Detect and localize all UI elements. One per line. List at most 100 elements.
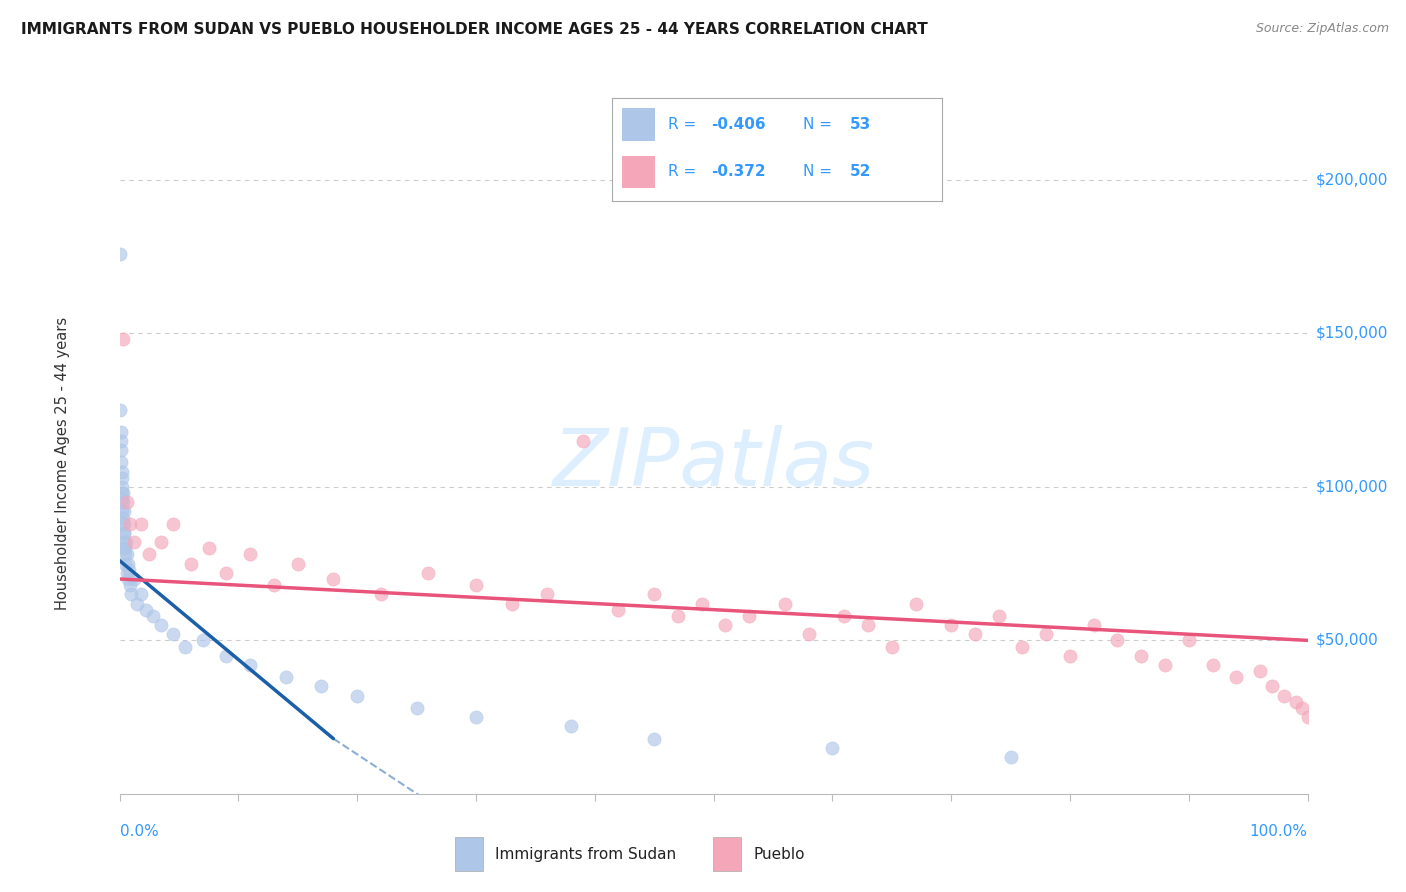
Point <box>1154 657 1177 672</box>
Point <box>1261 680 1284 694</box>
Point <box>418 566 440 580</box>
Point <box>643 587 665 601</box>
Point <box>1000 750 1022 764</box>
Point <box>215 648 238 663</box>
Text: Source: ZipAtlas.com: Source: ZipAtlas.com <box>1256 22 1389 36</box>
Text: $50,000: $50,000 <box>1316 632 1379 648</box>
Bar <box>456 837 482 871</box>
Point <box>110 443 132 458</box>
Point <box>1272 689 1295 703</box>
Point <box>173 640 195 654</box>
Point <box>464 578 488 592</box>
Point <box>1285 695 1308 709</box>
Point <box>346 689 368 703</box>
Point <box>110 425 132 439</box>
Point <box>112 541 135 556</box>
Point <box>643 731 665 746</box>
Point <box>1035 627 1057 641</box>
Text: ZIPatlas: ZIPatlas <box>553 425 875 503</box>
Point <box>114 525 136 540</box>
Point <box>110 403 132 417</box>
Point <box>322 572 344 586</box>
Point <box>129 516 152 531</box>
Point <box>111 504 134 518</box>
Text: -0.372: -0.372 <box>710 164 765 179</box>
Point <box>122 572 145 586</box>
Point <box>115 548 138 562</box>
Text: Householder Income Ages 25 - 44 years: Householder Income Ages 25 - 44 years <box>55 318 70 610</box>
Point <box>191 633 214 648</box>
Point <box>572 434 595 448</box>
Point <box>1201 657 1223 672</box>
Point <box>501 597 523 611</box>
Point <box>112 510 135 524</box>
Text: 100.0%: 100.0% <box>1250 824 1308 839</box>
Point <box>135 602 157 616</box>
Point <box>370 587 392 601</box>
Point <box>122 535 145 549</box>
Point <box>114 557 136 571</box>
Point <box>821 740 844 755</box>
Point <box>111 492 134 507</box>
Bar <box>621 108 655 141</box>
Point <box>197 541 219 556</box>
Point <box>287 557 309 571</box>
Point <box>112 535 135 549</box>
Text: 0.0%: 0.0% <box>120 824 159 839</box>
Point <box>112 504 135 518</box>
Point <box>108 246 131 260</box>
Point <box>112 516 135 531</box>
Point <box>111 486 134 500</box>
Point <box>1107 633 1129 648</box>
Text: -0.406: -0.406 <box>710 117 765 132</box>
Text: Pueblo: Pueblo <box>754 847 806 862</box>
Point <box>180 557 202 571</box>
Point <box>607 602 630 616</box>
Point <box>904 597 927 611</box>
Point <box>274 670 297 684</box>
Point <box>560 719 582 733</box>
Point <box>311 680 333 694</box>
Point <box>127 597 149 611</box>
Point <box>464 710 488 724</box>
Point <box>150 618 173 632</box>
Point <box>1178 633 1201 648</box>
Point <box>112 525 135 540</box>
Point <box>114 541 136 556</box>
Point <box>111 486 134 500</box>
Point <box>120 587 142 601</box>
Text: 52: 52 <box>849 164 870 179</box>
Point <box>714 618 737 632</box>
Point <box>1225 670 1247 684</box>
Point <box>162 627 184 641</box>
Point <box>150 535 173 549</box>
Point <box>263 578 285 592</box>
Point <box>117 557 139 571</box>
Point <box>797 627 820 641</box>
Point <box>118 563 141 577</box>
Point <box>138 548 160 562</box>
Point <box>129 587 152 601</box>
Bar <box>621 155 655 188</box>
Point <box>690 597 713 611</box>
Point <box>115 566 138 580</box>
Point <box>162 516 184 531</box>
Point <box>115 495 138 509</box>
Point <box>939 618 962 632</box>
Point <box>738 608 761 623</box>
Point <box>1296 710 1319 724</box>
Point <box>666 608 689 623</box>
Point <box>880 640 903 654</box>
Point <box>1130 648 1153 663</box>
Point <box>215 566 238 580</box>
Point <box>773 597 796 611</box>
Bar <box>713 837 741 871</box>
Point <box>963 627 986 641</box>
Point <box>239 548 262 562</box>
Text: $100,000: $100,000 <box>1316 479 1388 494</box>
Point <box>832 608 855 623</box>
Point <box>1291 701 1313 715</box>
Point <box>120 578 142 592</box>
Point <box>1059 648 1081 663</box>
Text: N =: N = <box>803 117 837 132</box>
